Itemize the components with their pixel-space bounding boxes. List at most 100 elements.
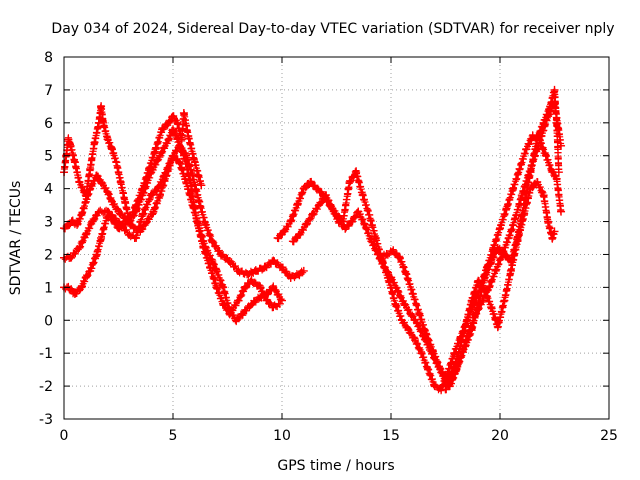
data-point xyxy=(299,184,308,193)
data-point xyxy=(131,234,140,242)
data-point xyxy=(145,164,154,173)
data-point xyxy=(260,263,269,272)
data-point xyxy=(273,234,282,242)
x-tick-label: 15 xyxy=(382,428,400,444)
data-point xyxy=(147,191,156,200)
data-point xyxy=(461,342,470,351)
plot-area-frame xyxy=(63,56,610,420)
data-point xyxy=(92,171,101,180)
y-tick-label: -3 xyxy=(39,412,53,428)
data-point xyxy=(138,184,147,193)
data-point xyxy=(295,270,304,279)
data-point xyxy=(188,171,197,180)
data-point xyxy=(190,158,199,167)
y-tick-label: 6 xyxy=(44,116,53,132)
series-track-d xyxy=(60,102,206,227)
data-point xyxy=(103,135,112,144)
data-point xyxy=(519,201,528,210)
data-point xyxy=(240,283,249,292)
data-point xyxy=(496,224,504,233)
data-point xyxy=(552,118,561,127)
series-trace xyxy=(289,98,565,390)
y-tick-label: 7 xyxy=(44,83,53,99)
data-point xyxy=(441,385,450,394)
data-point xyxy=(208,257,217,266)
data-point xyxy=(321,191,330,200)
series-trace xyxy=(274,131,565,395)
data-point xyxy=(262,289,271,298)
data-point xyxy=(461,322,470,331)
data-point xyxy=(169,151,177,160)
y-tick-label: -2 xyxy=(39,379,53,395)
data-point xyxy=(513,234,522,242)
data-point xyxy=(103,187,112,196)
axis-ticks: 0 5 10 15 20 25 -3 -2 -1 0 1 2 3 4 5 6 7 8 xyxy=(39,50,618,444)
data-point xyxy=(413,319,422,328)
data-point xyxy=(354,207,363,216)
data-point xyxy=(182,151,191,160)
data-point xyxy=(92,250,101,259)
data-point xyxy=(506,266,515,275)
y-tick-label: 1 xyxy=(44,280,53,296)
data-point xyxy=(225,306,234,315)
data-point xyxy=(511,214,520,223)
data-point xyxy=(114,207,123,216)
data-point xyxy=(138,210,147,219)
data-point xyxy=(81,230,90,239)
data-point xyxy=(195,197,204,206)
data-point xyxy=(522,145,531,154)
x-tick-label: 5 xyxy=(169,428,178,444)
data-point xyxy=(136,227,145,236)
data-point xyxy=(256,283,265,292)
data-point xyxy=(86,266,95,275)
data-point xyxy=(125,217,134,226)
data-point xyxy=(550,227,559,236)
data-point xyxy=(175,158,184,167)
data-point xyxy=(360,220,369,229)
data-point xyxy=(278,263,286,272)
data-point xyxy=(430,382,439,391)
data-point xyxy=(410,336,419,345)
data-point xyxy=(533,135,542,144)
data-point xyxy=(269,283,278,292)
data-point xyxy=(97,234,106,242)
data-point xyxy=(97,178,106,187)
data-point xyxy=(397,316,406,325)
data-point xyxy=(491,266,500,275)
data-point xyxy=(216,250,225,259)
data-point xyxy=(131,201,140,210)
data-point xyxy=(243,270,252,279)
data-point xyxy=(417,349,426,358)
data-point xyxy=(312,184,321,193)
data-point xyxy=(485,283,494,292)
data-point xyxy=(162,171,171,180)
data-point xyxy=(68,217,77,226)
data-point xyxy=(66,141,75,150)
data-point xyxy=(94,207,103,216)
data-point xyxy=(391,299,400,308)
series-trace xyxy=(376,178,558,384)
data-point xyxy=(201,243,210,252)
data-points xyxy=(60,85,566,395)
data-point xyxy=(424,365,433,374)
x-tick-label: 20 xyxy=(491,428,509,444)
x-tick-label: 0 xyxy=(60,428,69,444)
data-point xyxy=(387,273,395,282)
data-point xyxy=(502,204,511,213)
data-point xyxy=(225,257,234,266)
data-point xyxy=(393,286,402,295)
data-point xyxy=(164,118,173,127)
data-point xyxy=(77,210,86,219)
data-point xyxy=(247,276,256,285)
grid xyxy=(64,57,609,419)
data-point xyxy=(184,131,193,140)
data-point xyxy=(526,168,535,177)
data-point xyxy=(256,293,265,302)
data-point xyxy=(306,178,315,187)
data-point xyxy=(493,322,502,331)
data-point xyxy=(367,237,376,246)
data-point xyxy=(107,145,116,154)
data-point xyxy=(280,227,289,236)
data-point xyxy=(278,296,286,305)
